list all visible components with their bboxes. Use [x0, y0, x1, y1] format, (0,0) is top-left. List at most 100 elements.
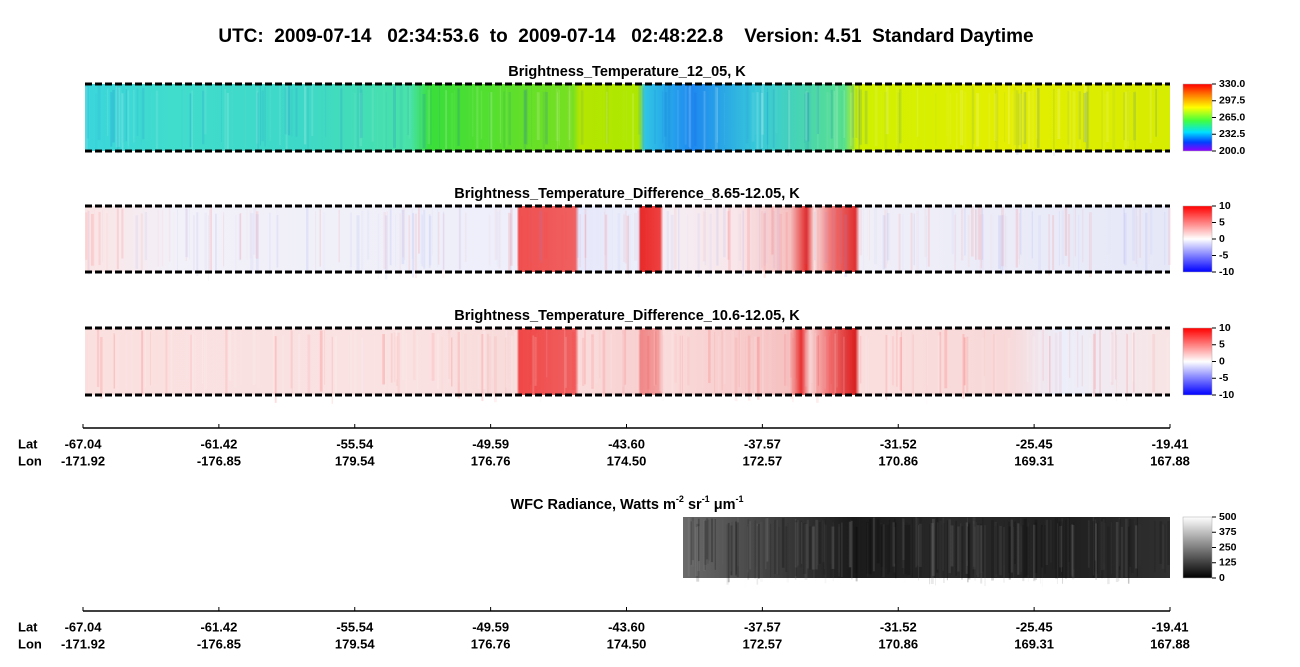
texture — [783, 334, 787, 386]
texture — [707, 519, 709, 564]
texture — [918, 523, 922, 567]
texture — [494, 208, 498, 260]
texture — [723, 206, 726, 258]
texture — [980, 206, 983, 269]
texture — [288, 86, 291, 136]
texture — [882, 215, 886, 270]
texture — [1094, 330, 1096, 390]
texture — [980, 523, 982, 578]
lon-label: 169.31 — [1014, 636, 1054, 651]
texture — [774, 519, 777, 575]
texture — [1164, 211, 1166, 266]
texture — [835, 209, 839, 269]
texture — [747, 207, 750, 273]
texture — [744, 526, 747, 587]
texture — [804, 93, 806, 143]
texture — [1069, 330, 1071, 378]
texture — [438, 211, 440, 265]
texture — [1136, 216, 1138, 267]
texture — [898, 335, 901, 399]
texture — [731, 330, 734, 394]
texture — [1108, 206, 1111, 254]
texture — [705, 518, 709, 560]
texture — [902, 518, 905, 561]
texture — [817, 84, 819, 151]
texture — [122, 85, 124, 143]
texture — [1127, 90, 1130, 147]
texture — [86, 334, 87, 398]
texture — [1013, 87, 1017, 145]
texture — [182, 89, 183, 154]
texture — [411, 208, 414, 260]
texture — [582, 335, 585, 392]
texture — [499, 90, 501, 137]
texture — [1014, 521, 1016, 565]
texture — [1103, 86, 1105, 151]
texture — [432, 206, 433, 256]
texture — [269, 212, 271, 276]
texture — [1078, 91, 1080, 141]
texture — [469, 86, 470, 140]
texture — [704, 519, 706, 571]
texture — [743, 333, 745, 384]
texture — [708, 329, 711, 384]
texture — [835, 85, 839, 149]
texture — [445, 90, 448, 153]
texture — [215, 213, 217, 273]
texture — [727, 522, 730, 583]
texture — [564, 212, 568, 260]
texture — [145, 88, 147, 141]
texture — [1166, 337, 1169, 394]
texture — [804, 88, 807, 150]
texture — [634, 213, 637, 261]
texture — [1126, 333, 1128, 401]
lat-label: -61.42 — [200, 619, 237, 634]
texture — [542, 332, 544, 399]
texture — [957, 329, 959, 384]
texture — [464, 334, 467, 390]
texture — [168, 207, 171, 262]
texture — [974, 526, 977, 581]
texture — [943, 523, 945, 583]
texture — [1001, 206, 1004, 267]
texture — [1110, 522, 1112, 575]
texture — [511, 335, 514, 394]
texture — [660, 90, 661, 144]
texture — [498, 209, 501, 269]
texture — [967, 526, 969, 583]
panel-title: Brightness_Temperature_Difference_10.6-1… — [454, 308, 800, 324]
texture — [395, 336, 398, 386]
texture — [746, 526, 749, 576]
texture — [714, 87, 718, 154]
texture — [915, 517, 918, 568]
texture — [1095, 523, 1098, 580]
texture — [710, 518, 714, 563]
texture — [857, 523, 858, 584]
texture — [898, 213, 901, 273]
colorbar-label: 10 — [1219, 200, 1231, 212]
texture — [120, 91, 122, 144]
texture — [1120, 526, 1123, 579]
lat-label: -37.57 — [744, 619, 781, 634]
texture — [544, 211, 548, 259]
texture — [976, 523, 980, 573]
texture — [770, 206, 774, 256]
texture — [493, 336, 497, 403]
texture — [801, 522, 803, 564]
texture — [806, 212, 808, 275]
texture — [393, 332, 396, 383]
texture — [831, 526, 835, 569]
texture — [809, 334, 810, 389]
texture — [135, 215, 139, 269]
texture — [1107, 526, 1110, 585]
texture — [936, 522, 939, 570]
texture — [184, 88, 186, 146]
texture — [530, 329, 532, 386]
texture — [990, 215, 992, 280]
texture — [716, 87, 718, 143]
texture — [464, 212, 467, 263]
texture — [1008, 526, 1011, 580]
texture — [726, 524, 729, 585]
texture — [418, 206, 420, 254]
texture — [1027, 526, 1030, 579]
